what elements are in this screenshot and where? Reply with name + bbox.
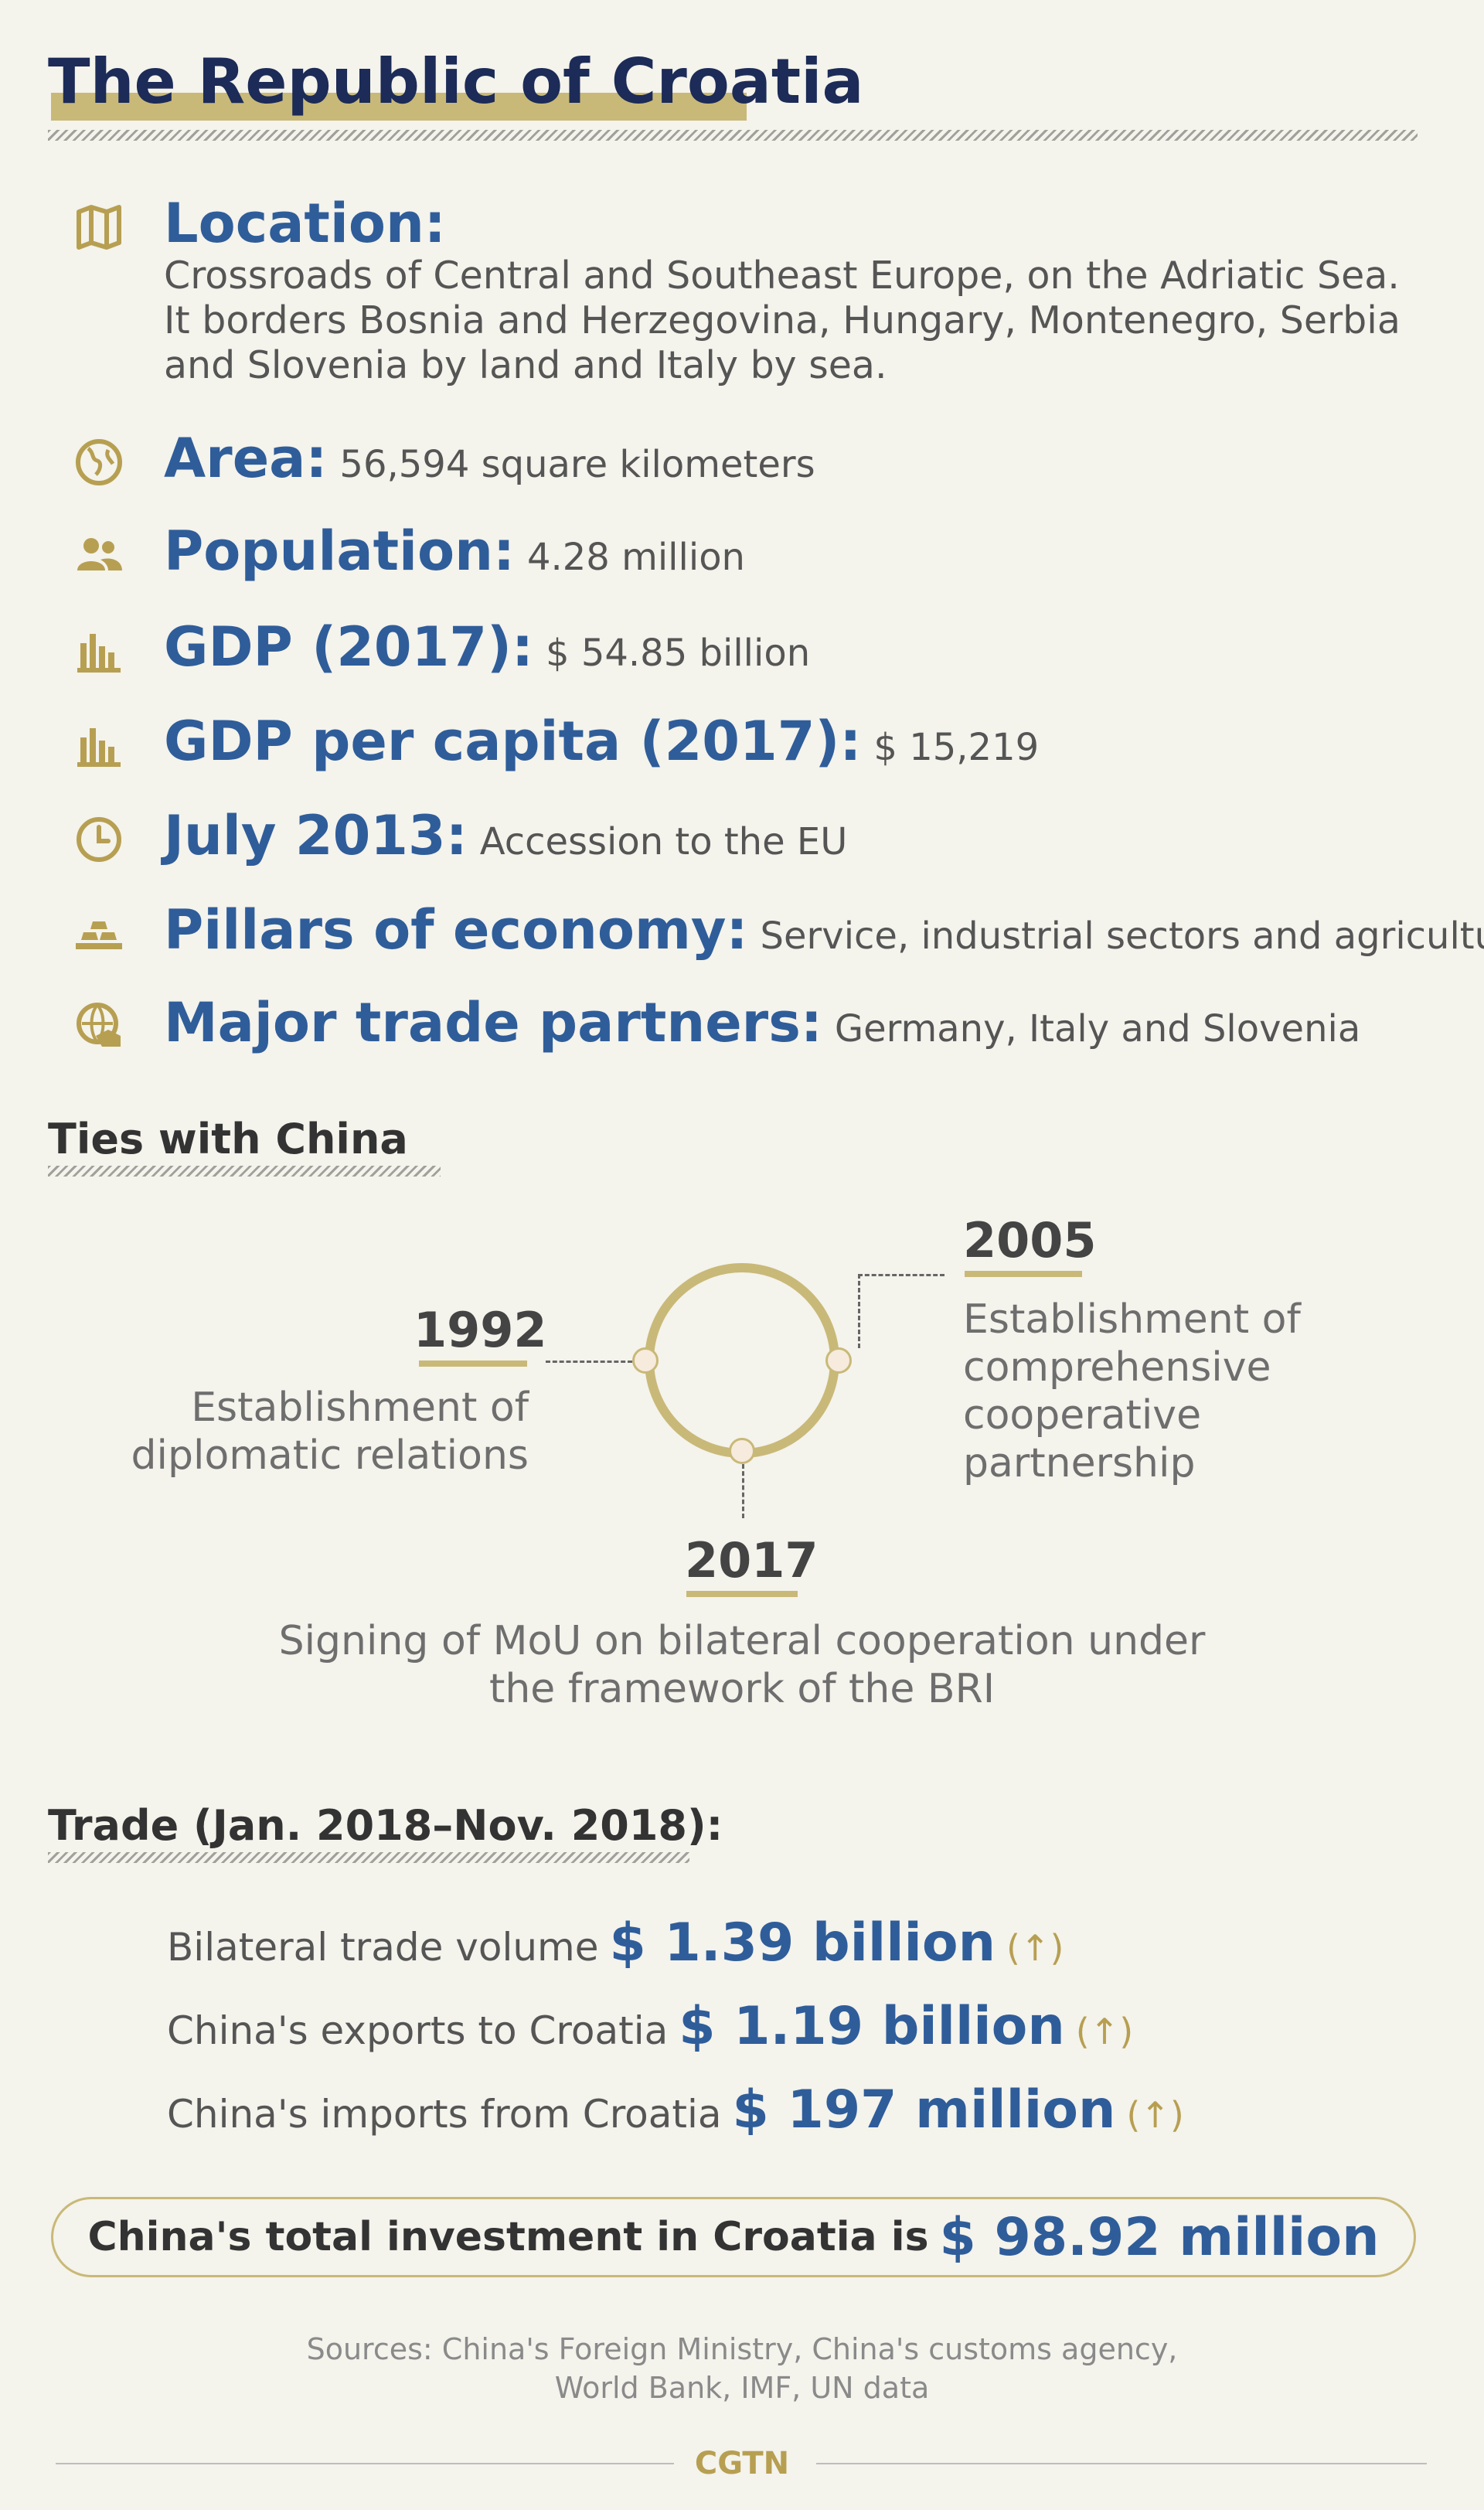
bar-chart-icon: [74, 720, 124, 770]
title-highlight: [51, 93, 747, 121]
trade-title: Trade (Jan. 2018–Nov. 2018):: [48, 1801, 723, 1850]
pillars-label: Pillars of economy:: [164, 898, 748, 962]
pillars-row: Pillars of economy: Service, industrial …: [164, 898, 1484, 962]
ties-divider: [48, 1166, 441, 1177]
area-row: Area: 56,594 square kilometers: [164, 427, 1453, 490]
event-line: the framework of the BRI: [488, 1666, 996, 1712]
population-row: Population: 4.28 million: [164, 519, 1453, 583]
gdp-per-capita-value: $ 15,219: [873, 726, 1040, 769]
event-2005-description: Establishment of comprehensive cooperati…: [963, 1296, 1458, 1487]
area-label: Area:: [164, 427, 328, 490]
investment-label: China's total investment in Croatia is: [87, 2214, 929, 2260]
connector-2005-horizontal: [858, 1274, 945, 1276]
event-line: Signing of MoU on bilateral cooperation …: [278, 1618, 1206, 1664]
event-line: diplomatic relations: [131, 1432, 529, 1479]
globe-icon: [74, 438, 124, 487]
sources-line: Sources: China's Foreign Ministry, China…: [306, 2332, 1178, 2366]
sources-line: World Bank, IMF, UN data: [554, 2371, 930, 2405]
trade-value: $ 1.39 billion: [609, 1912, 996, 1974]
gold-bars-icon: [74, 909, 124, 959]
people-icon: [74, 530, 124, 580]
eu-value: Accession to the EU: [479, 820, 848, 863]
event-line: comprehensive: [963, 1344, 1271, 1391]
year-2005-underline: [965, 1271, 1082, 1277]
year-2017: 2017: [685, 1532, 819, 1589]
location-line: and Slovenia by land and Italy by sea.: [164, 343, 887, 387]
trade-divider: [48, 1852, 689, 1863]
eu-label: July 2013:: [164, 804, 468, 867]
trade-row-imports: China's imports from Croatia $ 197 milli…: [167, 2079, 1184, 2140]
location-line: Crossroads of Central and Southeast Euro…: [164, 254, 1400, 298]
title-divider: [48, 130, 1418, 141]
partners-label: Major trade partners:: [164, 991, 822, 1054]
population-value: 4.28 million: [526, 536, 745, 579]
eu-row: July 2013: Accession to the EU: [164, 804, 1453, 867]
gdp-per-capita-row: GDP per capita (2017): $ 15,219: [164, 710, 1453, 773]
event-line: Establishment of: [963, 1296, 1301, 1343]
trend-up-icon: (↑): [1006, 1927, 1064, 1969]
timeline-node-2005: [825, 1347, 852, 1374]
year-2017-underline: [686, 1591, 798, 1597]
header: The Republic of Croatia: [48, 43, 863, 121]
location-line: It borders Bosnia and Herzegovina, Hunga…: [164, 298, 1401, 342]
timeline-node-1992: [632, 1347, 659, 1374]
year-1992-underline: [419, 1361, 527, 1367]
area-value: 56,594 square kilometers: [339, 443, 815, 486]
trade-value: $ 197 million: [732, 2079, 1116, 2140]
trade-value: $ 1.19 billion: [679, 1996, 1065, 2057]
connector-1992: [546, 1361, 632, 1363]
clock-icon: [74, 815, 124, 864]
connector-2017: [742, 1464, 744, 1518]
footer-rule-right: [816, 2463, 1427, 2464]
trade-label: China's imports from Croatia: [167, 2092, 722, 2137]
gdp-row: GDP (2017): $ 54.85 billion: [164, 615, 1453, 679]
connector-2005-vertical: [858, 1274, 860, 1348]
pillars-value: Service, industrial sectors and agricult…: [760, 914, 1484, 958]
gdp-label: GDP (2017):: [164, 615, 534, 679]
event-line: cooperative: [963, 1392, 1202, 1439]
trend-up-icon: (↑): [1126, 2094, 1184, 2136]
page-title: The Republic of Croatia: [48, 46, 864, 117]
globe-handshake-icon: [74, 1002, 124, 1051]
partners-row: Major trade partners: Germany, Italy and…: [164, 991, 1453, 1054]
trade-row-bilateral: Bilateral trade volume $ 1.39 billion (↑…: [167, 1912, 1064, 1974]
timeline-ring: [645, 1263, 839, 1458]
population-label: Population:: [164, 519, 515, 583]
trade-label: Bilateral trade volume: [167, 1925, 599, 1970]
year-2005: 2005: [963, 1212, 1097, 1269]
gdp-value: $ 54.85 billion: [546, 632, 811, 675]
location-description: Crossroads of Central and Southeast Euro…: [164, 254, 1439, 388]
trade-row-exports: China's exports to Croatia $ 1.19 billio…: [167, 1996, 1133, 2057]
ties-title: Ties with China: [48, 1115, 408, 1163]
investment-value: $ 98.92 million: [939, 2206, 1380, 2268]
timeline-node-2017: [729, 1438, 755, 1464]
event-1992-description: Establishment of diplomatic relations: [0, 1384, 529, 1480]
partners-value: Germany, Italy and Slovenia: [834, 1007, 1361, 1051]
event-2017-description: Signing of MoU on bilateral cooperation …: [0, 1617, 1484, 1713]
bar-chart-icon: [74, 626, 124, 676]
gdp-per-capita-label: GDP per capita (2017):: [164, 710, 862, 773]
trend-up-icon: (↑): [1075, 2011, 1134, 2052]
brand-logo: CGTN: [694, 2446, 790, 2481]
trade-label: China's exports to Croatia: [167, 2008, 669, 2053]
footer-rule-left: [56, 2463, 674, 2464]
map-icon: [74, 203, 124, 252]
location-label: Location:: [164, 192, 446, 255]
year-1992: 1992: [414, 1302, 547, 1358]
sources: Sources: China's Foreign Ministry, China…: [0, 2330, 1484, 2407]
investment-callout: China's total investment in Croatia is $…: [51, 2197, 1416, 2277]
event-line: partnership: [963, 1440, 1196, 1487]
event-line: Establishment of: [191, 1384, 529, 1431]
